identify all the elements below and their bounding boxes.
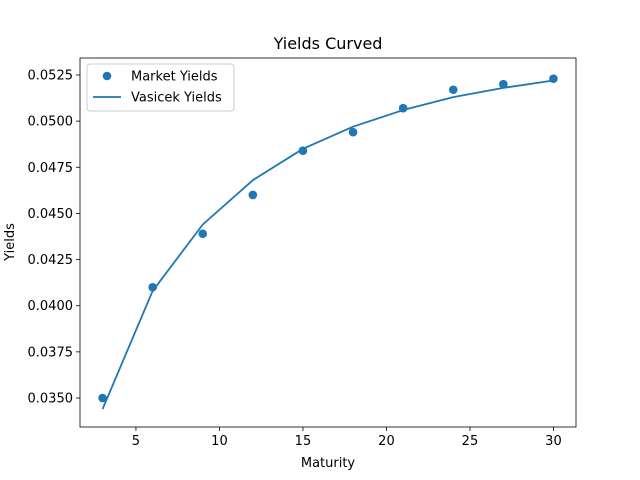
legend-label-vasicek-yields: Vasicek Yields bbox=[131, 91, 222, 106]
y-tick-label: 0.0375 bbox=[28, 345, 74, 360]
y-axis-label: Yields bbox=[3, 223, 18, 262]
axes-frame bbox=[79, 57, 577, 428]
y-tick-label: 0.0400 bbox=[28, 299, 74, 314]
x-tick-label: 10 bbox=[211, 434, 228, 449]
y-tick-label: 0.0525 bbox=[28, 68, 74, 83]
market-yield-point bbox=[248, 190, 258, 200]
market-yield-point bbox=[499, 79, 508, 89]
legend: Market Yields Vasicek Yields bbox=[86, 63, 235, 112]
legend-marker-market-yields bbox=[102, 71, 112, 81]
y-tick-label: 0.0475 bbox=[28, 161, 74, 176]
y-tick-label: 0.0350 bbox=[28, 392, 74, 407]
plot-area: 5 10 15 20 25 30 0.0350 0.0375 0.0400 0.0425 0.045… bbox=[28, 57, 577, 449]
x-tick-label: 30 bbox=[545, 434, 562, 449]
y-tick-label: 0.0500 bbox=[28, 115, 74, 130]
market-yield-point bbox=[198, 229, 208, 239]
legend-label-market-yields: Market Yields bbox=[131, 70, 218, 85]
x-tick-label: 15 bbox=[295, 434, 312, 449]
market-yield-point bbox=[348, 127, 358, 137]
legend-box bbox=[86, 63, 235, 112]
x-tick-label: 25 bbox=[462, 434, 479, 449]
y-tick-label: 0.0450 bbox=[28, 207, 74, 222]
x-axis-label: Maturity bbox=[301, 456, 356, 471]
chart-title: Yields Curved bbox=[273, 34, 383, 53]
vasicek-yield-line bbox=[101, 79, 554, 410]
market-yield-point bbox=[98, 393, 107, 403]
x-tick-label: 20 bbox=[378, 434, 395, 449]
x-tick-label: 5 bbox=[132, 434, 140, 449]
y-tick-label: 0.0425 bbox=[28, 253, 74, 268]
market-yield-point bbox=[448, 85, 458, 95]
